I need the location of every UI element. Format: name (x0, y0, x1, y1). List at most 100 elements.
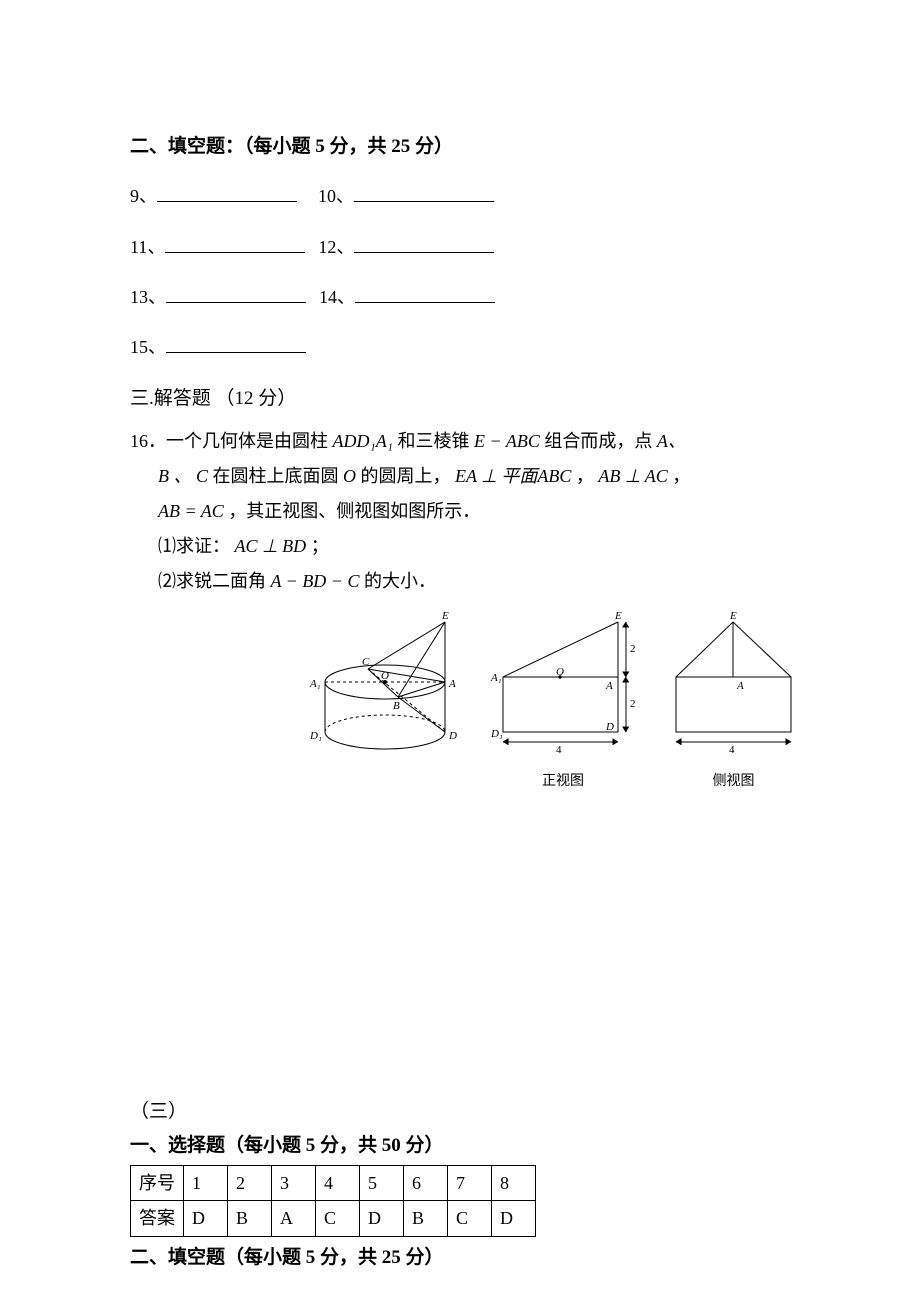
blank-11-label: 11、 (130, 237, 165, 257)
ans-5: D (360, 1201, 404, 1236)
header-label: 序号 (131, 1165, 184, 1200)
ans-4: C (316, 1201, 360, 1236)
q16-pts-a: A、 (657, 431, 686, 451)
ans-3: A (272, 1201, 316, 1236)
ans-2: B (228, 1201, 272, 1236)
q16-line1: 16．一个几何体是由圆柱 ADD₁A₁ 和三棱锥 E − ABC 组合而成，点 … (130, 428, 790, 455)
q16-circle-o: O (343, 466, 356, 486)
blank-row-4: 15、 (130, 331, 790, 363)
q16-p1-expr: AC ⊥ BD (235, 536, 307, 556)
q16-part2: ⑵求锐二面角 A − BD − C 的大小． (130, 568, 790, 595)
front-label-D1: D₁ (490, 728, 503, 740)
answer-fb-title: 二、填空题（每小题 5 分，共 25 分） (130, 1241, 790, 1275)
col-7: 7 (448, 1165, 492, 1200)
table-row: 答案 D B A C D B C D (131, 1201, 536, 1236)
q16-tetra: E − ABC (474, 431, 540, 451)
col-3: 3 (272, 1165, 316, 1200)
figure-3d-svg: E C O A B A₁ D D₁ (290, 607, 470, 767)
q16-line2: B 、 C 在圆柱上底面圆 O 的圆周上， EA ⊥ 平面ABC ， AB ⊥ … (130, 463, 790, 490)
front-label-E: E (614, 610, 622, 622)
figure-side: E A 4 侧视图 (656, 607, 811, 795)
col-4: 4 (316, 1165, 360, 1200)
q16-text-2c: ， (576, 466, 594, 486)
label-E: E (441, 610, 449, 622)
side-label-E: E (729, 610, 737, 622)
blank-15-underline (166, 332, 306, 354)
side-dim-4: 4 (729, 744, 735, 756)
caption-front: 正视图 (478, 769, 648, 794)
table-row: 序号 1 2 3 4 5 6 7 8 (131, 1165, 536, 1200)
col-2: 2 (228, 1165, 272, 1200)
q16-text-1a: 一个几何体是由圆柱 (166, 431, 328, 451)
figure-side-svg: E A 4 (656, 607, 811, 757)
front-label-D: D (605, 721, 614, 733)
blank-12-label: 12、 (318, 237, 354, 257)
figure-front: E A₁ O A D₁ D 2 2 4 正视图 (478, 607, 648, 795)
blank-10-label: 10、 (318, 186, 354, 206)
problem-section-title: 三.解答题 （12 分） (130, 382, 790, 416)
ans-7: C (448, 1201, 492, 1236)
front-dim-2a: 2 (630, 643, 636, 655)
q16-p2-suf: 的大小． (364, 571, 436, 591)
blank-11-underline (165, 231, 305, 253)
answer-label: 答案 (131, 1201, 184, 1236)
q16-num: 16． (130, 431, 166, 451)
blank-row-3: 13、 14、 (130, 281, 790, 313)
caption-side: 侧视图 (656, 769, 811, 794)
blank-row-2: 11、 12、 (130, 231, 790, 263)
front-dim-2b: 2 (630, 698, 636, 710)
q16-text-2b: 的圆周上， (361, 466, 451, 486)
answer-mc-title: 一、选择题（每小题 5 分，共 50 分） (130, 1129, 790, 1163)
q16-ea-perp: EA ⊥ 平面ABC (455, 466, 571, 486)
ans-6: B (404, 1201, 448, 1236)
figure-row: E C O A B A₁ D D₁ (290, 607, 810, 795)
front-label-A1: A₁ (490, 672, 502, 684)
q16-text-2d: ， (672, 466, 690, 486)
figure-3d: E C O A B A₁ D D₁ (290, 607, 470, 777)
label-C: C (362, 656, 370, 668)
front-label-A: A (605, 680, 613, 692)
q16-p1-suf: ； (311, 536, 329, 556)
answer-block: （三） 一、选择题（每小题 5 分，共 50 分） 序号 1 2 3 4 5 6… (130, 1095, 790, 1275)
blank-13-underline (166, 281, 306, 303)
blank-14-label: 14、 (319, 287, 355, 307)
ans-1: D (184, 1201, 228, 1236)
blank-row-1: 9、 10、 (130, 180, 790, 212)
front-label-O: O (556, 666, 564, 678)
q16-text-2a: 在圆柱上底面圆 (213, 466, 339, 486)
q16-p2-expr: A − BD − C (271, 571, 360, 591)
col-5: 5 (360, 1165, 404, 1200)
label-A1: A₁ (309, 678, 321, 690)
label-O: O (381, 670, 389, 682)
side-label-A: A (736, 680, 744, 692)
blank-12-underline (354, 231, 494, 253)
ans-8: D (492, 1201, 536, 1236)
fill-blank-title: 二、填空题：（每小题 5 分，共 25 分） (130, 130, 790, 164)
q16-p1-label: ⑴求证： (158, 536, 230, 556)
q16-cylinder: ADD₁A₁ (333, 431, 394, 451)
blank-15-label: 15、 (130, 337, 166, 357)
q16-part1: ⑴求证： AC ⊥ BD ； (130, 533, 790, 560)
label-D1: D₁ (309, 730, 322, 742)
blank-9-label: 9、 (130, 186, 157, 206)
label-B: B (393, 700, 400, 712)
figure-front-svg: E A₁ O A D₁ D 2 2 4 (478, 607, 648, 757)
q16-ab-eq-ac: AB = AC (158, 501, 224, 521)
col-8: 8 (492, 1165, 536, 1200)
col-6: 6 (404, 1165, 448, 1200)
q16-pts-bc: B 、 C (158, 466, 208, 486)
q16-text-3: ，其正视图、侧视图如图所示． (228, 501, 480, 521)
blank-9-underline (157, 181, 297, 203)
q16-line3: AB = AC ，其正视图、侧视图如图所示． (130, 498, 790, 525)
q16-text-1c: 组合而成，点 (544, 431, 652, 451)
blank-10-underline (354, 181, 494, 203)
answer-table: 序号 1 2 3 4 5 6 7 8 答案 D B A C D B C D (130, 1165, 536, 1237)
answer-heading: （三） (130, 1095, 790, 1129)
q16-p2-label: ⑵求锐二面角 (158, 571, 266, 591)
q16-ab-perp-ac: AB ⊥ AC (598, 466, 667, 486)
label-A: A (448, 678, 456, 690)
front-dim-4: 4 (556, 744, 562, 756)
col-1: 1 (184, 1165, 228, 1200)
label-D: D (448, 730, 457, 742)
q16-text-1b: 和三棱锥 (398, 431, 470, 451)
